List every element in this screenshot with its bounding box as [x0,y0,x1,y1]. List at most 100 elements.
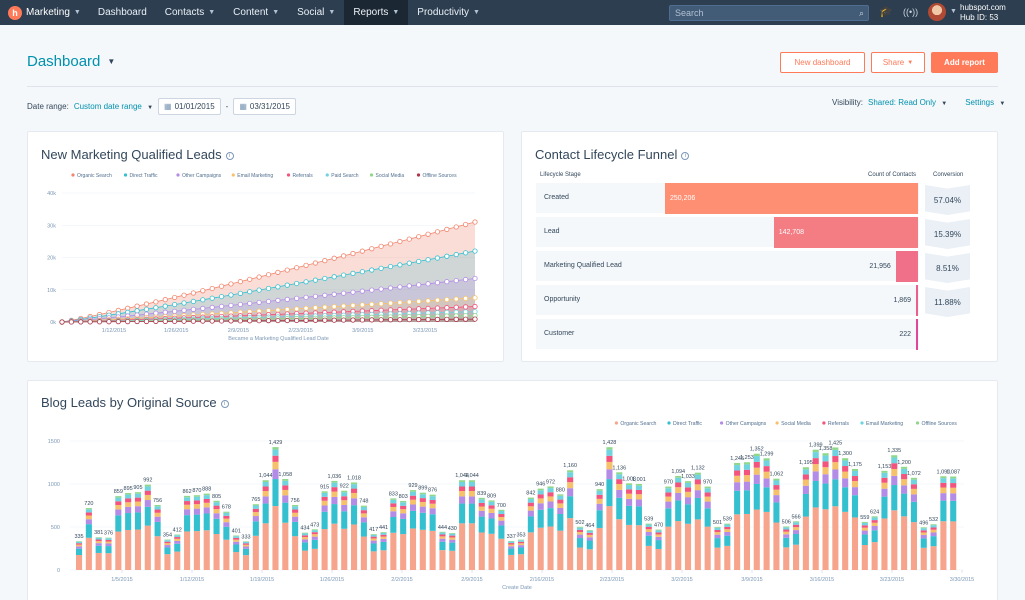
data-point[interactable] [425,281,431,287]
data-point[interactable] [340,303,347,309]
bar-stack[interactable] [311,529,318,570]
data-point[interactable] [143,301,150,307]
bar-stack[interactable] [537,488,544,570]
data-point[interactable] [190,306,197,312]
bar-stack[interactable] [753,453,760,570]
bar-stack[interactable] [596,489,603,570]
data-point[interactable] [340,317,347,323]
data-point[interactable] [303,305,309,311]
bar-stack[interactable] [586,530,593,570]
bar-stack[interactable] [714,526,721,570]
data-point[interactable] [312,293,319,299]
data-point[interactable] [181,307,187,313]
data-point[interactable] [425,298,431,304]
data-point[interactable] [162,309,168,315]
data-point[interactable] [416,258,422,265]
data-point[interactable] [247,276,253,282]
data-point[interactable] [472,316,478,322]
funnel-bar[interactable] [665,183,918,214]
data-point[interactable] [406,283,412,289]
bar-stack[interactable] [370,534,377,570]
bar-stack[interactable] [734,462,741,570]
data-point[interactable] [143,318,150,325]
info-icon[interactable]: i [225,152,234,160]
bar-stack[interactable] [626,483,633,570]
search-input[interactable]: Search ⌕ [669,5,869,21]
data-point[interactable] [200,318,206,324]
bar-stack[interactable] [940,476,947,570]
data-point[interactable] [134,308,140,314]
data-point[interactable] [397,317,403,323]
data-point[interactable] [369,267,375,273]
data-point[interactable] [434,255,441,261]
legend-item[interactable]: Email Marketing [860,421,903,427]
new-dashboard-button[interactable]: New dashboard [780,52,865,73]
nav-item-dashboard[interactable]: Dashboard [89,0,156,25]
data-point[interactable] [303,294,309,300]
data-point[interactable] [359,317,365,323]
bar-stack[interactable] [331,480,338,570]
legend-item[interactable]: Referrals [286,173,313,179]
data-point[interactable] [59,319,65,325]
data-point[interactable] [387,241,394,247]
data-point[interactable] [237,279,243,285]
bar-stack[interactable] [724,523,731,570]
data-point[interactable] [237,318,243,324]
data-point[interactable] [369,287,375,293]
funnel-row[interactable]: Opportunity [536,285,919,316]
legend-item[interactable]: Referrals [822,421,849,427]
data-point[interactable] [378,243,384,249]
funnel-bar[interactable] [773,217,918,248]
legend-item[interactable]: Social Media [369,173,404,179]
legend-item[interactable]: Direct Traffic [667,421,702,427]
data-point[interactable] [247,289,253,295]
data-point[interactable] [406,236,412,242]
data-point[interactable] [134,318,140,325]
data-point[interactable] [359,248,365,254]
bar-stack[interactable] [910,477,917,570]
data-point[interactable] [406,260,412,266]
data-point[interactable] [434,229,441,235]
bar-stack[interactable] [665,486,672,570]
notifications-icon[interactable]: ((•)) [903,7,919,17]
bar-stack[interactable] [871,516,878,570]
data-point[interactable] [463,295,469,302]
data-point[interactable] [369,246,375,252]
bar-stack[interactable] [478,497,485,570]
data-point[interactable] [228,302,234,309]
data-point[interactable] [209,285,215,292]
data-point[interactable] [416,306,422,312]
data-point[interactable] [416,234,422,240]
data-point[interactable] [378,265,384,271]
bar-stack[interactable] [468,480,475,570]
bar-stack[interactable] [390,498,397,570]
data-point[interactable] [378,286,384,292]
data-point[interactable] [218,293,225,300]
data-point[interactable] [247,318,253,324]
data-point[interactable] [340,290,347,296]
bar-stack[interactable] [262,480,269,570]
funnel-card-title[interactable]: Contact Lifecycle Funnel i [535,147,690,162]
data-point[interactable] [172,318,178,324]
data-point[interactable] [322,275,328,282]
bar-stack[interactable] [842,458,849,570]
data-point[interactable] [68,319,74,325]
share-button[interactable]: Share ▼ [871,52,925,73]
data-point[interactable] [453,224,459,230]
data-point[interactable] [378,317,384,323]
data-point[interactable] [265,318,272,324]
bar-stack[interactable] [203,493,210,570]
data-point[interactable] [444,226,450,232]
data-point[interactable] [172,294,178,301]
legend-item[interactable]: Offline Sources [915,421,957,427]
data-point[interactable] [463,221,469,228]
bar-stack[interactable] [684,481,692,570]
data-point[interactable] [284,296,290,302]
bar-stack[interactable] [380,532,387,570]
bar-stack[interactable] [793,521,800,570]
data-point[interactable] [463,316,469,322]
bar-stack[interactable] [292,504,299,570]
data-point[interactable] [153,305,159,311]
bar-stack[interactable] [341,490,348,570]
bar-stack[interactable] [115,496,122,570]
